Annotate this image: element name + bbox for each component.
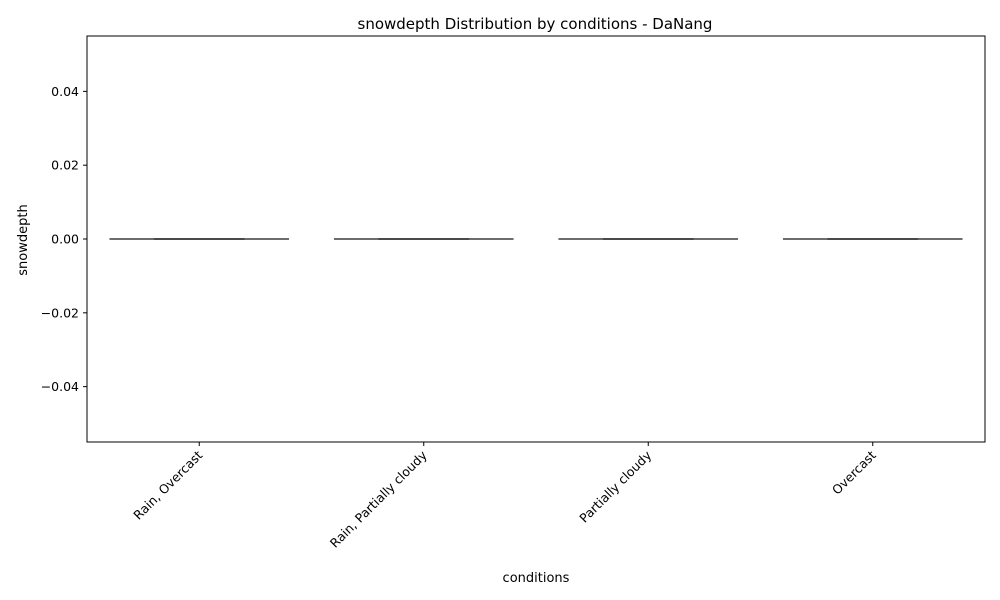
chart-title: snowdepth Distribution by conditions - D… [358,15,713,33]
y-tick-label: −0.04 [41,379,79,394]
y-tick-label: 0.04 [51,84,79,99]
y-axis-label: snowdepth [16,204,31,275]
x-axis-label: conditions [503,571,570,586]
x-tick-label: Rain, Overcast [130,447,205,522]
x-tick-label: Overcast [829,447,879,497]
y-tick-label: 0.00 [51,232,79,247]
y-tick-label: 0.02 [51,158,79,173]
y-tick-label: −0.02 [41,305,79,320]
x-tick-label: Partially cloudy [576,447,654,525]
x-tick-label: Rain, Partially cloudy [327,447,431,551]
plot-area: −0.04 −0.02 0.00 0.02 0.04 Rain, Overcast Rain… [41,35,986,551]
